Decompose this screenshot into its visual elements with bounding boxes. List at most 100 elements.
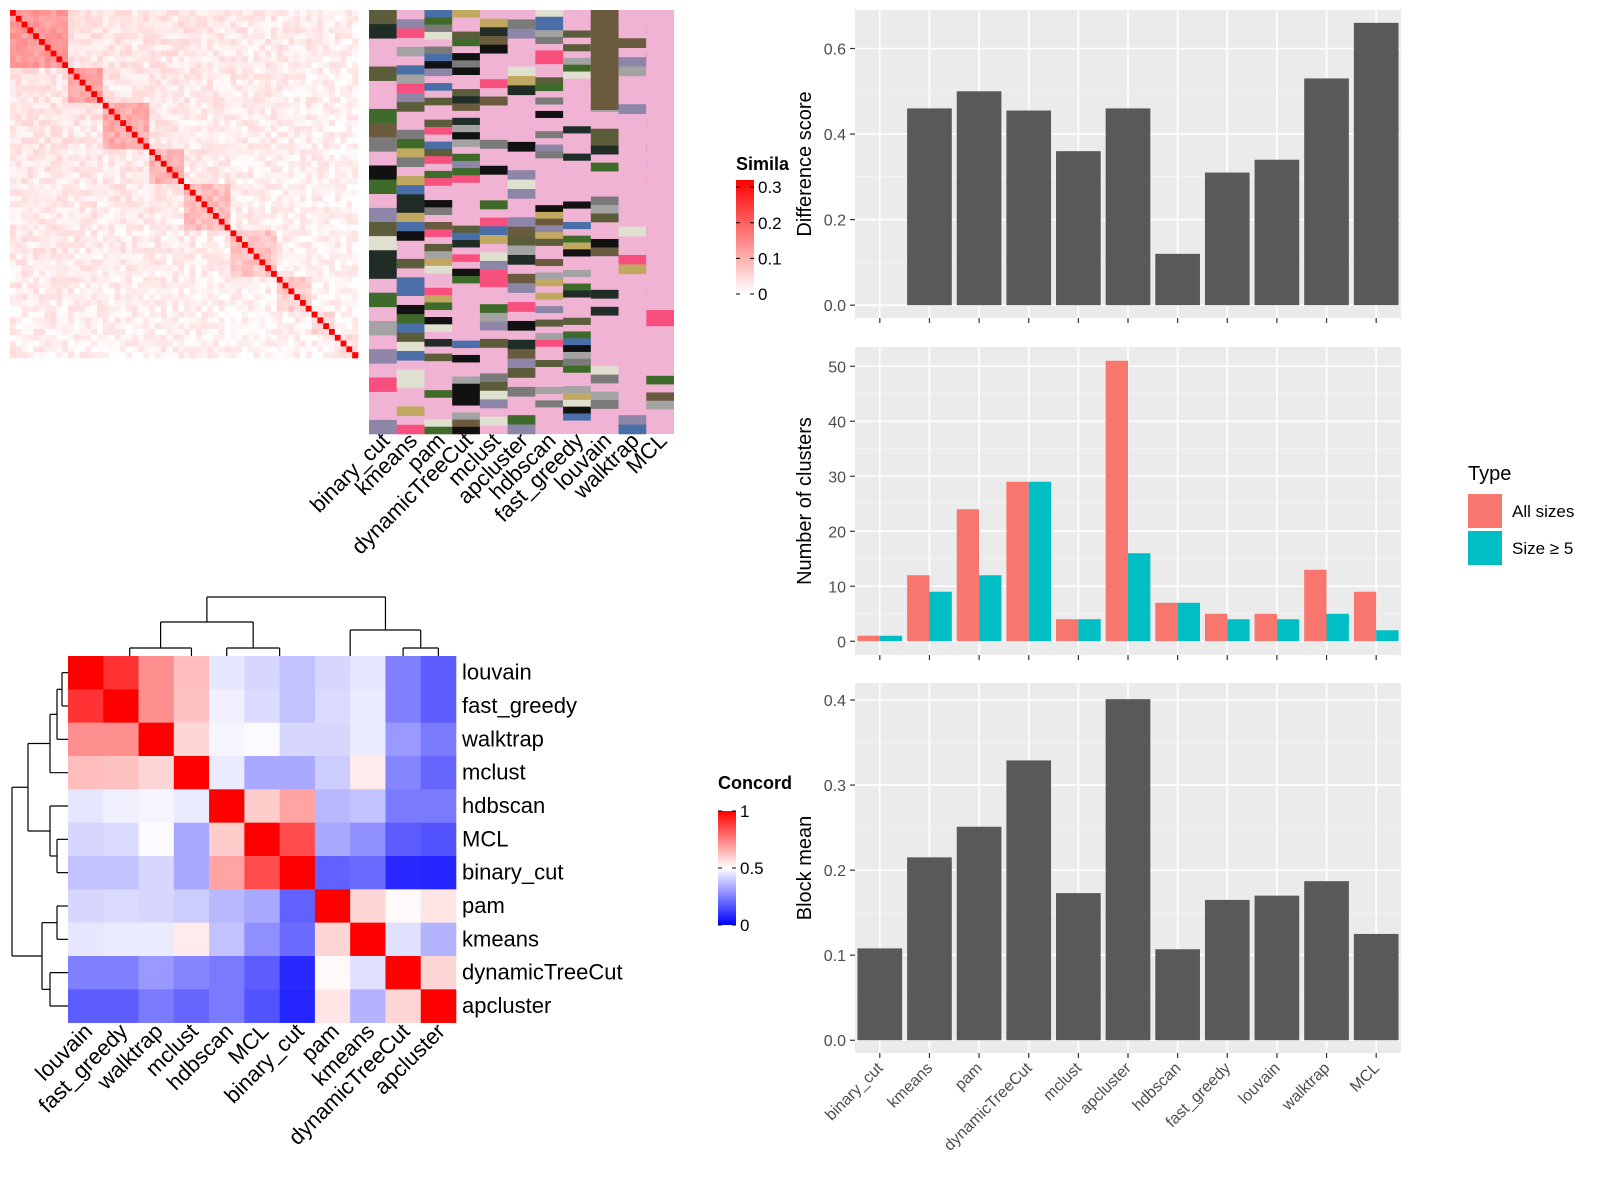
similarity-cell [143, 305, 150, 312]
similarity-cell [271, 242, 278, 249]
similarity-cell [189, 50, 196, 57]
similarity-cell [137, 236, 144, 243]
similarity-cell [195, 44, 202, 51]
similarity-cell [44, 224, 51, 231]
similarity-cell [56, 97, 63, 104]
similarity-cell [172, 184, 179, 191]
similarity-cell [143, 236, 150, 243]
similarity-cell [323, 114, 330, 121]
similarity-cell [120, 346, 127, 353]
similarity-cell [137, 160, 144, 167]
similarity-cell [288, 323, 295, 330]
similarity-cell [114, 323, 121, 330]
similarity-cell [294, 149, 301, 156]
similarity-cell [68, 137, 75, 144]
similarity-cell [329, 39, 336, 46]
similarity-cell [305, 294, 312, 301]
similarity-cell [218, 33, 225, 40]
similarity-cell [265, 294, 272, 301]
similarity-cell [242, 27, 249, 34]
similarity-cell [85, 166, 92, 173]
similarity-cell [329, 108, 336, 115]
similarity-cell [21, 178, 28, 185]
similarity-cell [120, 44, 127, 51]
similarity-cell [340, 276, 347, 283]
similarity-cell [282, 189, 289, 196]
similarity-cell [166, 282, 173, 289]
concordance-cell [138, 889, 175, 923]
similarity-cell [44, 131, 51, 138]
similarity-cell [79, 329, 86, 336]
similarity-cell [305, 224, 312, 231]
similarity-cell [33, 282, 40, 289]
similarity-cell [352, 155, 359, 162]
similarity-cell [39, 85, 46, 92]
similarity-cell [102, 247, 109, 254]
similarity-cell [323, 195, 330, 202]
similarity-cell [323, 271, 330, 278]
bar [1254, 159, 1300, 306]
similarity-cell [21, 114, 28, 121]
similarity-cell [230, 288, 237, 295]
similarity-cell [114, 213, 121, 220]
similarity-cell [56, 323, 63, 330]
similarity-cell [108, 323, 115, 330]
similarity-cell [172, 346, 179, 353]
similarity-cell [85, 56, 92, 63]
similarity-cell [230, 50, 237, 57]
similarity-cell [97, 62, 104, 69]
similarity-cell [102, 242, 109, 249]
similarity-cell [207, 27, 214, 34]
similarity-cell [79, 44, 86, 51]
similarity-cell [39, 178, 46, 185]
similarity-cell [311, 178, 318, 185]
similarity-cell [201, 305, 208, 312]
similarity-cell [242, 224, 249, 231]
similarity-cell [102, 10, 109, 17]
similarity-cell [311, 97, 318, 104]
concordance-cell [68, 822, 104, 857]
similarity-cell [166, 50, 173, 57]
similarity-cell [334, 10, 341, 17]
similarity-cell [178, 323, 185, 330]
similarity-cell [218, 276, 225, 283]
similarity-cell [91, 218, 98, 225]
similarity-cell [340, 102, 347, 109]
similarity-cell [184, 44, 191, 51]
similarity-cell [242, 213, 249, 220]
similarity-cell [33, 242, 40, 249]
similarity-cell [271, 39, 278, 46]
concordance-cell [279, 955, 316, 990]
membership-segment [479, 96, 508, 106]
similarity-cell [300, 317, 307, 324]
similarity-cell [137, 120, 144, 127]
similarity-cell [352, 259, 359, 266]
similarity-cell [247, 56, 254, 63]
similarity-cell [334, 340, 341, 347]
similarity-cell [33, 334, 40, 341]
similarity-cell [218, 323, 225, 330]
similarity-cell [108, 288, 115, 295]
similarity-cell [288, 178, 295, 185]
similarity-cell [166, 300, 173, 307]
concordance-cell [314, 822, 351, 857]
similarity-cell [242, 33, 249, 40]
similarity-cell [10, 178, 17, 185]
similarity-cell [44, 195, 51, 202]
similarity-cell [79, 218, 86, 225]
similarity-cell [73, 62, 80, 69]
similarity-cell [305, 39, 312, 46]
similarity-cell [207, 346, 214, 353]
similarity-cell [50, 166, 57, 173]
similarity-cell [126, 346, 133, 353]
similarity-cell [10, 352, 17, 359]
similarity-cell [305, 85, 312, 92]
similarity-cell [253, 288, 260, 295]
similarity-cell [114, 137, 121, 144]
similarity-cell [282, 114, 289, 121]
membership-segment [396, 185, 425, 195]
similarity-cell [149, 68, 156, 75]
similarity-cell [282, 242, 289, 249]
similarity-cell [230, 21, 237, 28]
similarity-cell [253, 33, 260, 40]
